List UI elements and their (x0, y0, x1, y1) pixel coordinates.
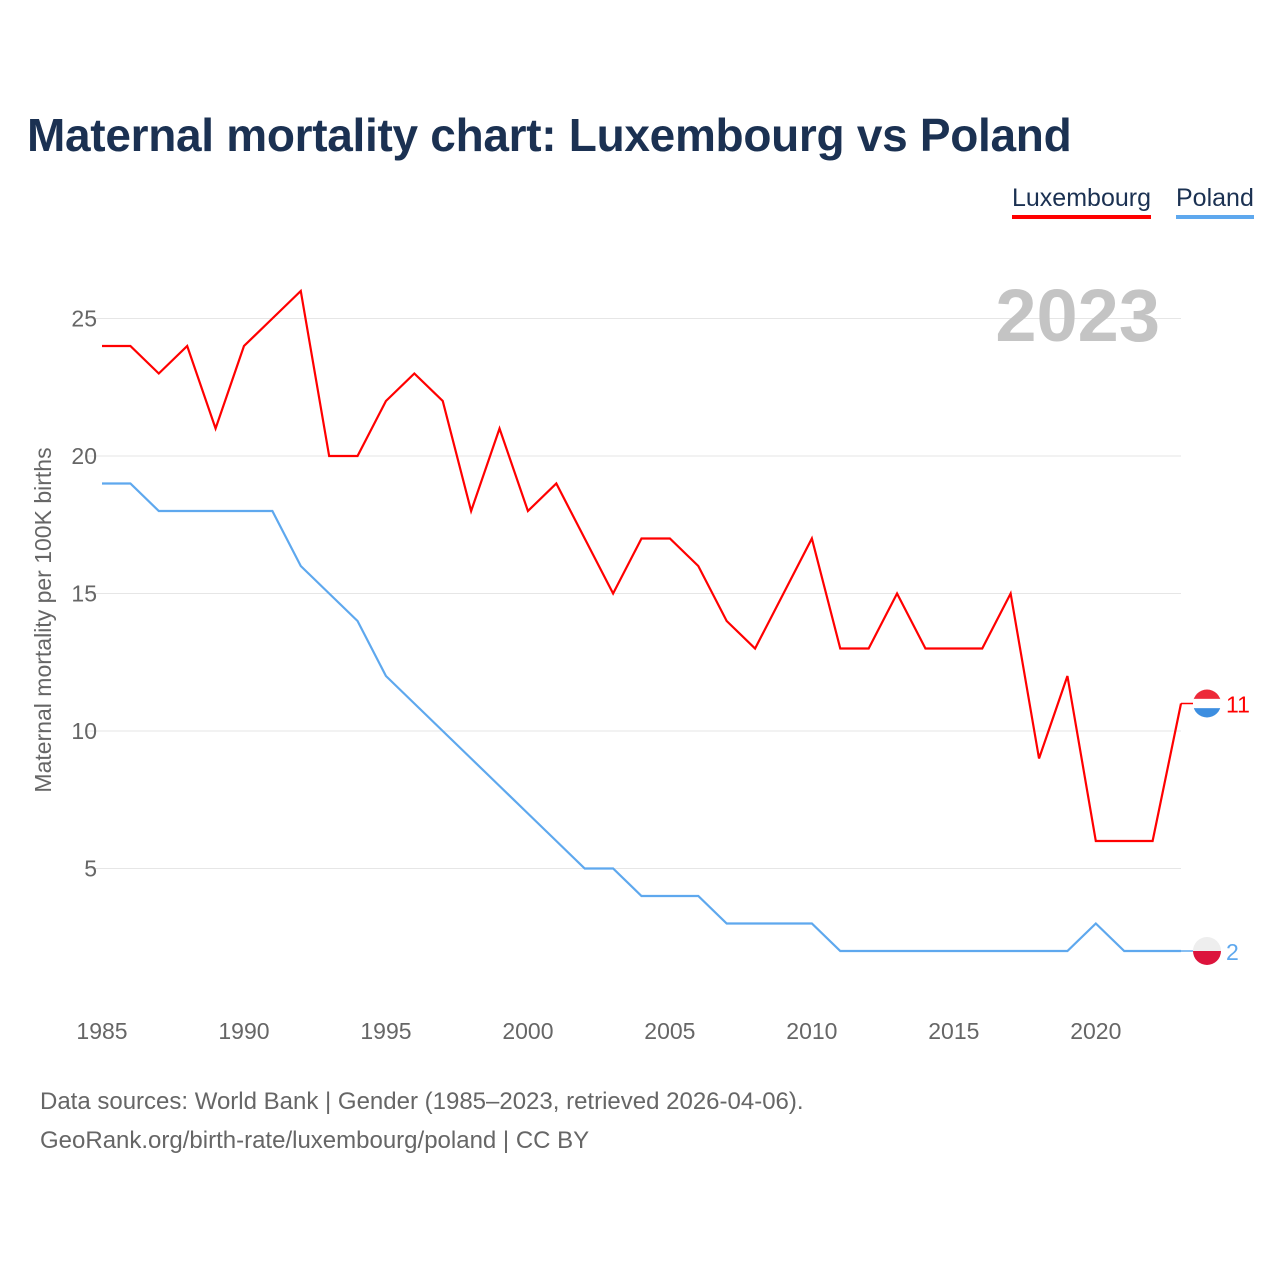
series-line-luxembourg (102, 288, 1183, 843)
y-tick-label: 5 (84, 856, 97, 882)
x-tick-label: 2010 (786, 1018, 837, 1044)
x-tick-label: 1990 (218, 1018, 269, 1044)
footer-credit: GeoRank.org/birth-rate/luxembourg/poland… (40, 1127, 590, 1154)
x-tick-label: 2020 (1070, 1018, 1121, 1044)
y-tick-label: 10 (71, 718, 97, 744)
legend-poland[interactable]: Poland (1176, 184, 1254, 219)
end-value-label: 11 (1226, 692, 1250, 718)
x-tick-label: 1985 (76, 1018, 127, 1044)
page-title: Maternal mortality chart: Luxembourg vs … (27, 109, 1072, 161)
year-label: 2023 (995, 274, 1160, 357)
x-tick-label: 2000 (502, 1018, 553, 1044)
y-tick-label: 25 (71, 306, 97, 332)
x-tick-label: 2015 (928, 1018, 979, 1044)
legend-luxembourg[interactable]: Luxembourg (1012, 184, 1151, 219)
x-tick-label: 2005 (644, 1018, 695, 1044)
series-line-poland (102, 482, 1181, 953)
y-tick-label: 15 (71, 581, 97, 607)
y-tick-label: 20 (71, 443, 97, 469)
poland-flag-icon (1193, 937, 1221, 965)
luxembourg-flag-icon (1193, 689, 1221, 718)
footer-sources: Data sources: World Bank | Gender (1985–… (40, 1088, 804, 1115)
end-value-label: 2 (1226, 939, 1239, 965)
x-tick-label: 1995 (360, 1018, 411, 1044)
y-axis-label: Maternal mortality per 100K births (30, 447, 56, 792)
